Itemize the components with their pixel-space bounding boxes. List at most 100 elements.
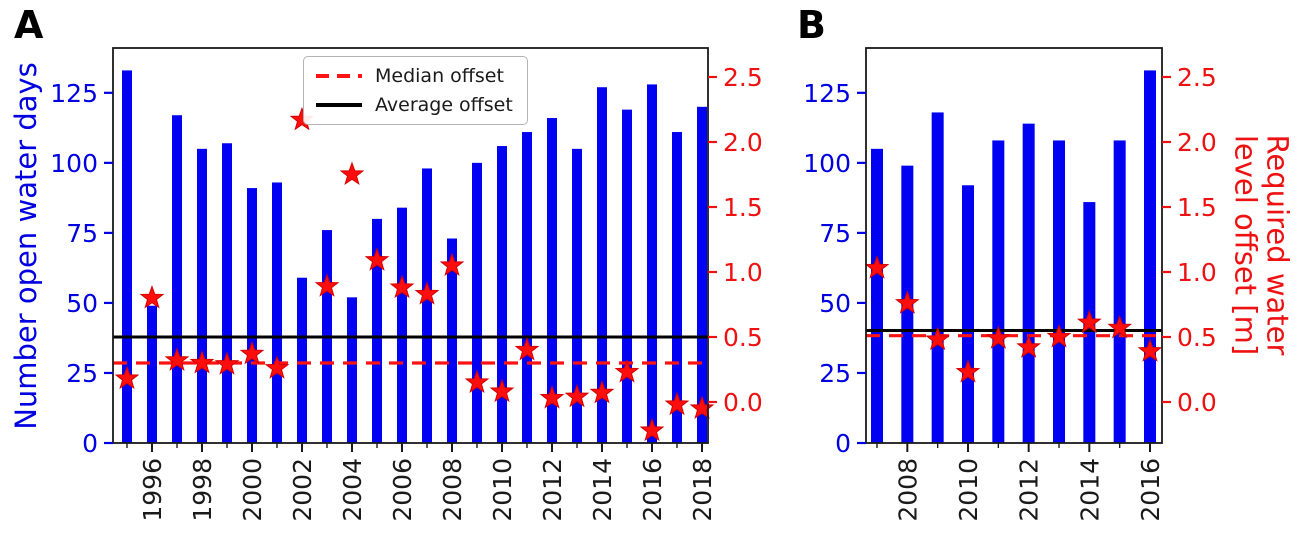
bar-2012 xyxy=(547,118,557,443)
x-tick-label-1996: 1996 xyxy=(138,458,167,522)
x-tick-label-2010: 2010 xyxy=(488,458,517,522)
bar-2007 xyxy=(422,168,432,443)
legend: Median offset Average offset xyxy=(303,56,528,125)
star-2013 xyxy=(564,383,590,408)
star-1999 xyxy=(214,351,240,375)
x-tick-label-2008: 2008 xyxy=(438,458,467,522)
right-tick-label-2.0: 2.0 xyxy=(723,128,763,157)
bar-2004 xyxy=(347,297,357,443)
panel-a-letter: A xyxy=(14,3,44,47)
star-2015 xyxy=(1107,314,1133,339)
star-2005 xyxy=(364,247,390,271)
legend-item-median: Median offset xyxy=(316,65,513,87)
plot-frame xyxy=(112,47,709,444)
bar-1998 xyxy=(197,148,207,443)
x-tick-label-2012: 2012 xyxy=(538,458,567,522)
bar-1995 xyxy=(122,70,132,443)
bar-2000 xyxy=(247,188,257,443)
star-2008 xyxy=(894,290,920,314)
star-2008 xyxy=(439,252,465,276)
star-2012 xyxy=(539,385,565,409)
left-tick-label-25: 25 xyxy=(819,359,851,388)
x-tick-label-2016: 2016 xyxy=(638,458,667,522)
bar-1997 xyxy=(172,115,182,443)
x-tick-label-2014: 2014 xyxy=(588,458,617,522)
star-1998 xyxy=(189,350,215,374)
star-2009 xyxy=(464,369,490,393)
right-tick-label-0.0: 0.0 xyxy=(723,388,763,417)
star-2013 xyxy=(1046,324,1072,348)
right-tick-label-1.5: 1.5 xyxy=(1177,193,1217,222)
left-tick-label-125: 125 xyxy=(803,79,851,108)
bar-2015 xyxy=(1113,140,1126,443)
star-2009 xyxy=(925,326,951,351)
bar-2013 xyxy=(1053,140,1065,443)
x-tick-label-2004: 2004 xyxy=(338,458,367,522)
bar-2010 xyxy=(962,185,974,443)
star-2011 xyxy=(514,337,540,361)
bar-2010 xyxy=(497,146,507,444)
bar-2008 xyxy=(447,238,457,443)
left-tick-label-100: 100 xyxy=(803,149,851,178)
right-tick-label-1.0: 1.0 xyxy=(1177,258,1217,287)
star-2006 xyxy=(389,274,415,299)
panel-b-letter: B xyxy=(797,3,826,47)
star-2007 xyxy=(414,281,440,305)
panel-a-plot: 0 25 50 75 100 125 0.0 0.5 1.0 1.5 2.0 2.5 1996 1998 2… xyxy=(50,47,763,522)
bar-2011 xyxy=(522,132,532,444)
legend-item-average: Average offset xyxy=(316,94,513,116)
bar-2006 xyxy=(397,207,407,443)
star-2014 xyxy=(589,379,615,404)
bar-2005 xyxy=(372,218,382,443)
right-tick-label-1.5: 1.5 xyxy=(723,193,763,222)
x-tick-label-2010: 2010 xyxy=(954,458,983,522)
bar-2017 xyxy=(672,132,682,444)
bar-2011 xyxy=(992,140,1005,443)
left-tick-label-75: 75 xyxy=(66,219,98,248)
bar-2018 xyxy=(697,106,707,443)
right-tick-label-2.0: 2.0 xyxy=(1177,128,1217,157)
legend-label-median: Median offset xyxy=(375,65,504,87)
plot-frame xyxy=(865,47,1163,444)
left-tick-label-75: 75 xyxy=(819,219,851,248)
star-2018 xyxy=(689,395,715,419)
star-2012 xyxy=(1016,334,1042,358)
bar-1999 xyxy=(222,143,232,443)
bar-2009 xyxy=(931,112,944,444)
star-2003 xyxy=(314,273,340,297)
x-tick-label-2018: 2018 xyxy=(688,458,717,522)
star-2000 xyxy=(239,340,265,365)
left-tick-label-50: 50 xyxy=(66,289,98,318)
left-tick-label-100: 100 xyxy=(50,149,98,178)
average-offset-line-sample xyxy=(316,103,362,107)
x-tick-label-2016: 2016 xyxy=(1136,458,1165,522)
bar-2007 xyxy=(871,148,883,443)
star-2011 xyxy=(985,325,1011,349)
star-2007 xyxy=(864,255,890,279)
star-2014 xyxy=(1076,309,1102,334)
left-tick-label-125: 125 xyxy=(50,79,98,108)
x-tick-label-2014: 2014 xyxy=(1075,458,1104,522)
bar-2013 xyxy=(572,148,582,443)
x-tick-label-2002: 2002 xyxy=(288,458,317,522)
star-2017 xyxy=(664,391,690,416)
bar-2012 xyxy=(1022,123,1035,443)
star-1996 xyxy=(139,285,165,309)
star-2010 xyxy=(489,378,515,403)
star-2010 xyxy=(955,359,981,383)
left-tick-label-50: 50 xyxy=(819,289,851,318)
right-tick-label-0.5: 0.5 xyxy=(1177,323,1217,352)
bar-2002 xyxy=(297,277,307,443)
right-tick-label-0.5: 0.5 xyxy=(723,323,763,352)
right-tick-label-0.0: 0.0 xyxy=(1177,388,1217,417)
star-2015 xyxy=(614,359,640,383)
star-2001 xyxy=(264,355,290,379)
bar-2014 xyxy=(597,87,607,443)
x-tick-label-2012: 2012 xyxy=(1015,458,1044,522)
legend-label-average: Average offset xyxy=(375,94,513,116)
right-tick-label-2.5: 2.5 xyxy=(1177,63,1217,92)
x-tick-label-1998: 1998 xyxy=(188,458,217,522)
x-tick-label-2006: 2006 xyxy=(388,458,417,522)
